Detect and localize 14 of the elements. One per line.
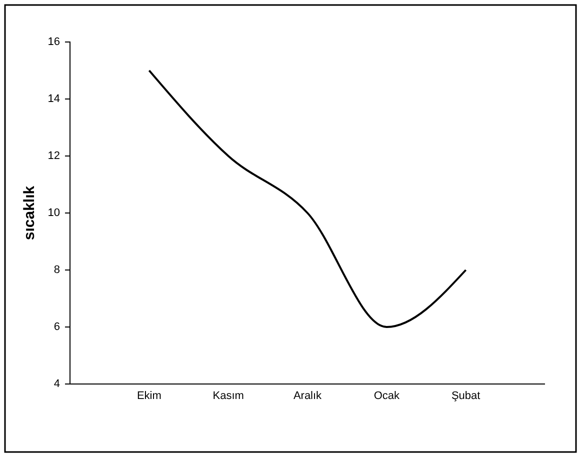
x-tick-label: Şubat [451,390,480,402]
y-tick-label: 14 [48,92,60,105]
y-tick-label: 4 [54,378,60,390]
x-tick-label: Kasım [212,390,244,402]
y-tick-label: 16 [48,36,60,48]
x-tick-label: Ocak [374,390,400,402]
y-tick-label: 8 [54,264,60,276]
x-tick-label: Ekim [136,390,162,402]
y-tick-label: 6 [54,320,60,333]
y-tick-label: 12 [48,150,60,162]
line-series [148,70,467,328]
x-tick-label: Aralık [293,390,322,402]
y-axis-title: sıcaklık [21,185,38,240]
y-tick-label: 10 [48,206,60,219]
